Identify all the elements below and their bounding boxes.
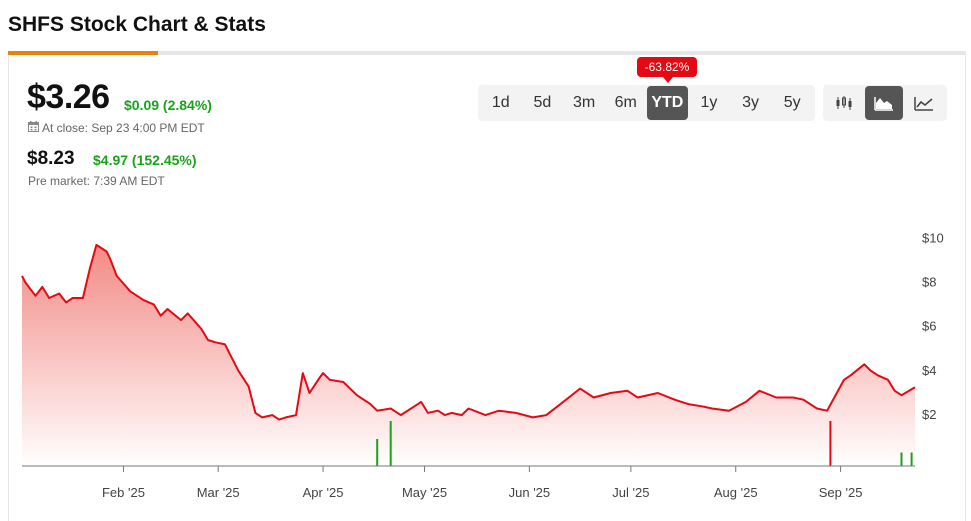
volume-bar xyxy=(900,452,903,466)
range-1d[interactable]: 1d xyxy=(491,94,510,111)
chart-card xyxy=(8,55,966,521)
y-tick-label: $6 xyxy=(922,319,936,334)
candlestick-icon xyxy=(836,96,852,110)
line-chart-button[interactable] xyxy=(905,86,943,120)
chart-type-selector xyxy=(823,85,947,121)
range-1y[interactable]: 1y xyxy=(700,94,718,111)
title-divider xyxy=(8,51,966,55)
premarket-price: $8.23 xyxy=(27,148,75,169)
range-ytd[interactable]: YTD xyxy=(646,86,689,120)
x-tick-label: Jun '25 xyxy=(509,485,551,500)
line-chart-icon xyxy=(914,97,933,111)
candlestick-chart-button[interactable] xyxy=(825,86,863,120)
x-tick-label: Sep '25 xyxy=(819,485,863,500)
area-chart-button[interactable] xyxy=(865,86,903,120)
performance-badge: -63.82% xyxy=(637,57,697,83)
y-tick-label: $8 xyxy=(922,275,936,290)
x-tick-label: May '25 xyxy=(402,485,447,500)
range-3y[interactable]: 3y xyxy=(742,94,760,111)
volume-bar xyxy=(910,452,913,466)
premarket-change: $4.97 (152.45%) xyxy=(93,152,197,168)
title-accent-bar xyxy=(8,51,158,55)
area-chart-icon xyxy=(874,97,893,111)
x-tick-label: Jul '25 xyxy=(612,485,649,500)
range-3m[interactable]: 3m xyxy=(572,94,596,111)
price-area xyxy=(22,244,915,466)
calendar-icon xyxy=(28,121,39,135)
close-time: At close: Sep 23 4:00 PM EDT xyxy=(28,121,205,135)
volume-bar xyxy=(376,439,379,466)
y-tick-label: $4 xyxy=(922,363,936,378)
x-tick-label: Feb '25 xyxy=(102,485,145,500)
range-5d[interactable]: 5d xyxy=(533,94,552,111)
x-tick-label: Aug '25 xyxy=(714,485,758,500)
x-tick-label: Mar '25 xyxy=(197,485,240,500)
price-line xyxy=(21,243,916,421)
premarket-time: Pre market: 7:39 AM EDT xyxy=(28,174,165,188)
y-tick-label: $2 xyxy=(922,407,936,422)
x-tick-label: Apr '25 xyxy=(303,485,344,500)
page-title: SHFS Stock Chart & Stats xyxy=(8,13,266,36)
last-price: $3.26 xyxy=(27,78,110,116)
range-selector: 1d 5d 3m 6m YTD 1y 3y 5y xyxy=(478,85,815,121)
close-time-label: At close: Sep 23 4:00 PM EDT xyxy=(42,121,205,135)
y-tick-label: $10 xyxy=(922,230,944,245)
range-6m[interactable]: 6m xyxy=(614,94,637,111)
volume-bar xyxy=(829,421,832,466)
volume-bar xyxy=(389,421,392,466)
price-change: $0.09 (2.84%) xyxy=(124,97,212,113)
range-5y[interactable]: 5y xyxy=(783,94,801,111)
